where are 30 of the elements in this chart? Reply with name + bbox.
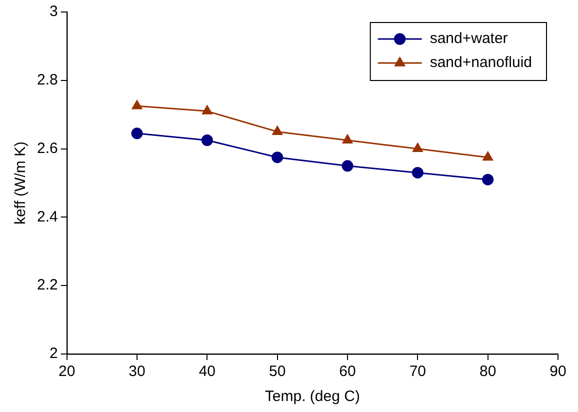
point <box>202 105 212 114</box>
y-tick-label: 2.2 <box>36 276 58 294</box>
y-tick-label: 3 <box>50 3 58 20</box>
legend-label: sand+nanofluid <box>430 54 532 72</box>
y-axis-title: keff (W/m K) <box>12 141 30 225</box>
point <box>412 166 424 178</box>
point <box>482 152 493 161</box>
point <box>201 134 213 146</box>
x-axis-title: Temp. (deg C) <box>264 388 360 406</box>
point <box>482 174 494 186</box>
point <box>131 128 143 140</box>
point <box>272 126 282 135</box>
point <box>412 143 423 152</box>
y-tick-label: 2.6 <box>36 140 58 157</box>
x-tick-label: 70 <box>409 363 426 380</box>
y-tick-label: 2.8 <box>36 72 58 89</box>
x-tick-label: 60 <box>339 363 356 380</box>
y-tick-label: 2 <box>50 345 58 362</box>
point <box>132 100 142 110</box>
point <box>272 152 284 164</box>
x-tick-label: 30 <box>128 363 146 380</box>
x-tick-label: 50 <box>269 363 286 380</box>
point <box>342 160 354 172</box>
x-tick-label: 90 <box>550 363 566 380</box>
x-tick-label: 40 <box>198 363 216 380</box>
point <box>342 134 353 144</box>
legend-label: sand+water <box>430 30 508 48</box>
y-tick-label: 2.4 <box>36 208 58 226</box>
x-tick-label: 80 <box>479 363 496 380</box>
x-tick-label: 20 <box>58 363 76 380</box>
